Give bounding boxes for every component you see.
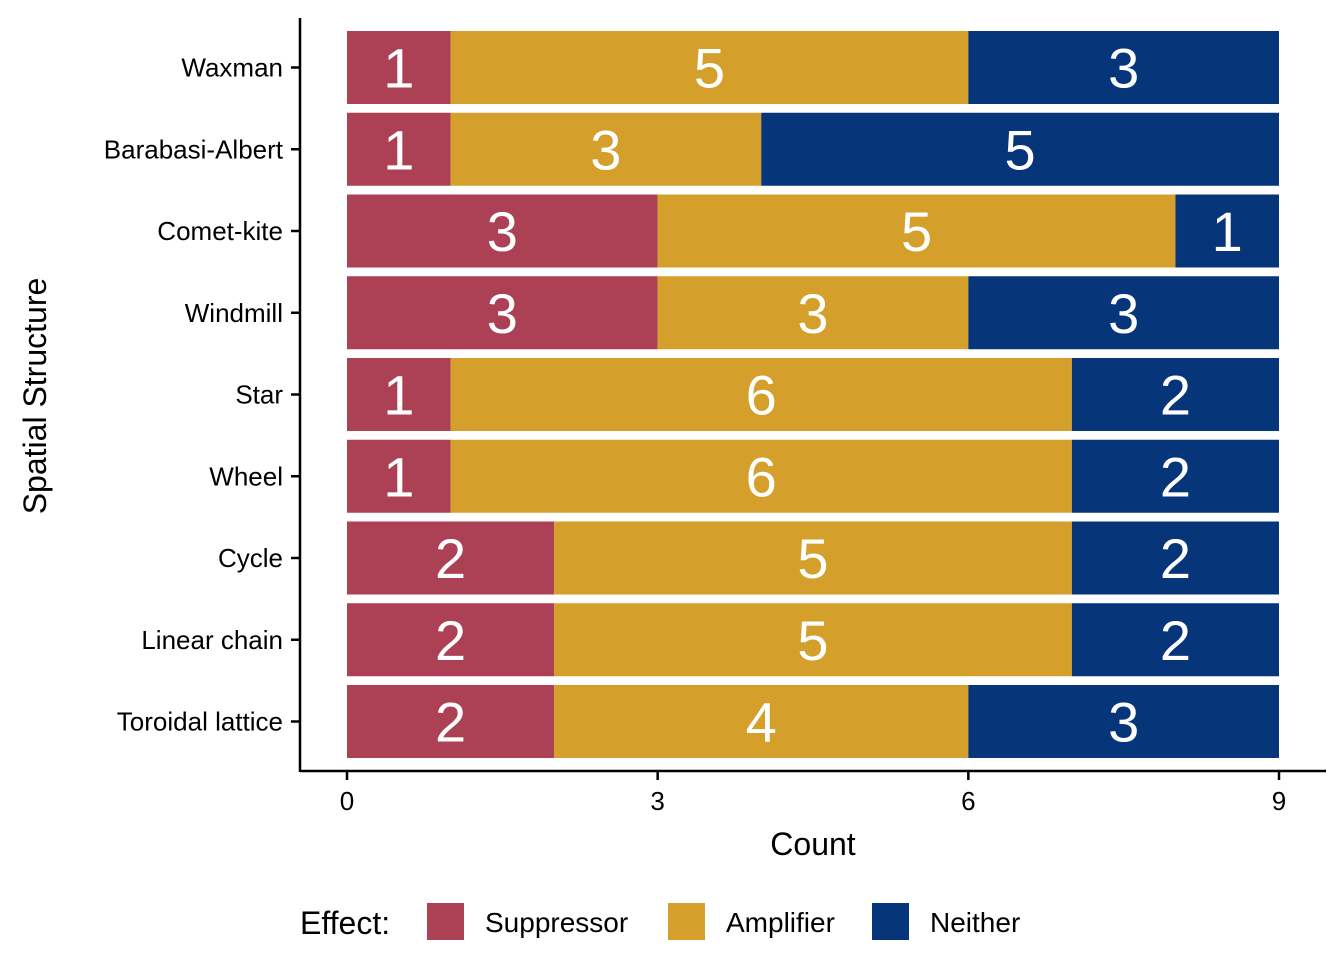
bar-label-waxman-amplifier: 5	[694, 37, 725, 100]
legend-label-suppressor: Suppressor	[485, 907, 628, 938]
bars-layer	[347, 31, 1279, 758]
bar-cycle-neither	[1071, 521, 1279, 595]
bar-label-linear-chain-amplifier: 5	[797, 609, 828, 672]
bar-linear-chain-amplifier	[554, 603, 1072, 677]
x-tick-label-0: 0	[340, 786, 354, 816]
bar-label-comet-kite-neither: 1	[1212, 200, 1243, 263]
bar-label-windmill-suppressor: 3	[487, 282, 518, 345]
legend-label-amplifier: Amplifier	[726, 907, 835, 938]
bar-linear-chain-neither	[1071, 603, 1279, 677]
legend-swatch-suppressor	[427, 903, 464, 940]
y-tick-label-star: Star	[235, 380, 283, 410]
legend-label-neither: Neither	[930, 907, 1020, 938]
bar-cycle-amplifier	[554, 521, 1072, 595]
bar-label-star-amplifier: 6	[746, 364, 777, 427]
bar-star-amplifier	[450, 358, 1072, 431]
x-tick-label-9: 9	[1272, 786, 1286, 816]
bar-waxman-suppressor	[347, 31, 451, 104]
bar-label-cycle-neither: 2	[1160, 527, 1191, 590]
y-tick-label-wheel: Wheel	[209, 461, 283, 491]
bar-wheel-suppressor	[347, 439, 451, 513]
bar-waxman-neither	[968, 31, 1279, 104]
bar-label-star-suppressor: 1	[383, 364, 414, 427]
bar-windmill-amplifier	[657, 276, 969, 350]
bar-barabasi-albert-neither	[761, 112, 1279, 186]
y-tick-label-toroidal-lattice: Toroidal lattice	[117, 707, 283, 737]
bar-label-comet-kite-suppressor: 3	[487, 200, 518, 263]
legend: Effect: Suppressor Amplifier Neither	[300, 903, 1020, 941]
bar-windmill-suppressor	[347, 276, 658, 350]
y-axis-title: Spatial Structure	[17, 278, 53, 515]
bar-toroidal-lattice-suppressor	[347, 685, 555, 758]
bar-label-barabasi-albert-amplifier: 3	[590, 118, 621, 181]
bar-label-star-neither: 2	[1160, 364, 1191, 427]
x-tick-label-6: 6	[961, 786, 975, 816]
bar-label-linear-chain-suppressor: 2	[435, 609, 466, 672]
bar-windmill-neither	[968, 276, 1279, 350]
bar-label-cycle-amplifier: 5	[797, 527, 828, 590]
y-axis-ticks: Waxman Barabasi-Albert Comet-kite Windmill S…	[104, 53, 300, 737]
bar-label-windmill-neither: 3	[1108, 282, 1139, 345]
legend-swatch-neither	[872, 903, 909, 940]
bar-cycle-suppressor	[347, 521, 555, 595]
bar-label-toroidal-lattice-suppressor: 2	[435, 691, 466, 754]
bar-label-wheel-neither: 2	[1160, 445, 1191, 508]
bar-star-neither	[1071, 358, 1279, 431]
bar-label-cycle-suppressor: 2	[435, 527, 466, 590]
y-tick-label-waxman: Waxman	[181, 53, 283, 83]
bar-waxman-amplifier	[450, 31, 969, 104]
bar-label-linear-chain-neither: 2	[1160, 609, 1191, 672]
bar-comet-kite-neither	[1175, 194, 1279, 268]
bar-label-wheel-suppressor: 1	[383, 445, 414, 508]
bar-star-suppressor	[347, 358, 451, 431]
y-tick-label-linear-chain: Linear chain	[141, 625, 283, 655]
bar-toroidal-lattice-neither	[968, 685, 1279, 758]
bar-toroidal-lattice-amplifier	[554, 685, 969, 758]
legend-swatch-amplifier	[668, 903, 705, 940]
bar-linear-chain-suppressor	[347, 603, 555, 677]
x-tick-label-3: 3	[650, 786, 664, 816]
bar-label-barabasi-albert-suppressor: 1	[383, 118, 414, 181]
y-tick-label-windmill: Windmill	[185, 298, 283, 328]
y-tick-label-barabasi-albert: Barabasi-Albert	[104, 134, 284, 164]
bar-label-toroidal-lattice-amplifier: 4	[746, 691, 777, 754]
bar-label-barabasi-albert-neither: 5	[1005, 118, 1036, 181]
y-tick-label-cycle: Cycle	[218, 543, 283, 573]
bar-label-windmill-amplifier: 3	[797, 282, 828, 345]
bar-label-waxman-neither: 3	[1108, 37, 1139, 100]
y-tick-label-comet-kite: Comet-kite	[157, 216, 283, 246]
bar-labels-layer: 1 5 31 3 53 5 13 3 31 6 21 6 22 5 22 5 22 4 3	[383, 37, 1243, 754]
bar-barabasi-albert-amplifier	[450, 112, 762, 186]
bar-label-wheel-amplifier: 6	[746, 445, 777, 508]
bar-wheel-amplifier	[450, 439, 1072, 513]
bar-label-comet-kite-amplifier: 5	[901, 200, 932, 263]
legend-title: Effect:	[300, 905, 390, 941]
x-axis-title: Count	[770, 826, 856, 862]
bar-barabasi-albert-suppressor	[347, 112, 451, 186]
bar-label-waxman-suppressor: 1	[383, 37, 414, 100]
bar-label-toroidal-lattice-neither: 3	[1108, 691, 1139, 754]
bar-wheel-neither	[1071, 439, 1279, 513]
bar-comet-kite-suppressor	[347, 194, 658, 268]
bar-comet-kite-amplifier	[657, 194, 1176, 268]
x-axis-ticks: 0 3 6 9	[340, 771, 1286, 816]
